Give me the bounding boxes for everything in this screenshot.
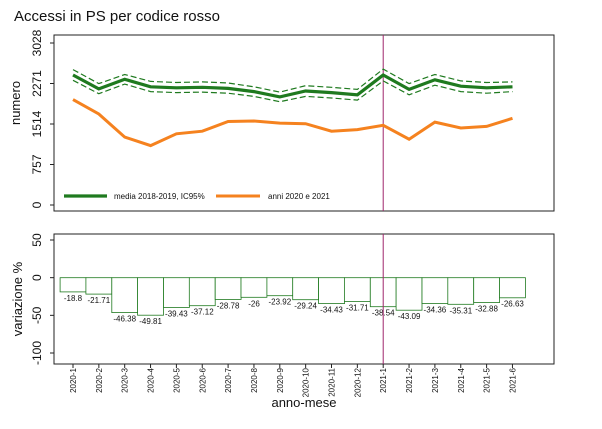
- bar: [318, 277, 345, 305]
- bar: [214, 277, 242, 300]
- bar-data-label: -49.81: [139, 317, 162, 326]
- x-tick-label: 2020-8: [250, 367, 259, 392]
- bar-data-label: -23.92: [268, 298, 291, 307]
- bar-data-label: -28.78: [217, 301, 240, 310]
- y-axis-label-bottom: variazione %: [10, 261, 25, 336]
- current-line: [72, 98, 513, 148]
- x-tick-label: 2020-6: [198, 367, 207, 392]
- y-tick-label-top: 3028: [30, 29, 44, 56]
- y-tick-label-bottom: -50: [30, 306, 44, 324]
- bar: [266, 277, 294, 297]
- x-tick-label: 2021-5: [483, 367, 492, 392]
- bar: [421, 277, 449, 305]
- x-tick-label: 2020-11: [328, 367, 337, 396]
- bar: [137, 277, 164, 316]
- bar-data-label: -34.36: [424, 306, 447, 315]
- bar: [292, 277, 320, 301]
- bar-data-label: -37.12: [191, 308, 214, 317]
- x-axis-label: anno-mese: [271, 395, 336, 410]
- bar: [240, 277, 268, 298]
- legend-label-current: anni 2020 e 2021: [268, 192, 330, 201]
- bar-data-label: -35.31: [449, 306, 472, 315]
- x-tick-label: 2021-6: [508, 367, 517, 392]
- bar-data-label: -26: [248, 299, 260, 308]
- mean-line: [72, 73, 513, 99]
- y-axis-label-top: numero: [8, 81, 23, 125]
- x-tick-label: 2020-10: [302, 367, 311, 397]
- bar: [343, 277, 371, 303]
- y-tick-label-top: 2271: [30, 70, 44, 97]
- y-tick-label-top: 0: [30, 201, 44, 208]
- bar: [59, 277, 87, 293]
- y-tick-label-bottom: 0: [30, 274, 44, 281]
- x-tick-label: 2020-9: [276, 367, 285, 392]
- bar: [163, 277, 190, 308]
- y-tick-label-bottom: 50: [30, 233, 44, 247]
- bar-data-label: -34.43: [320, 306, 343, 315]
- x-tick-label: 2020-2: [95, 367, 104, 392]
- ci-lower-line: [72, 79, 513, 103]
- bar: [473, 277, 501, 303]
- y-tick-label-top: 757: [30, 154, 44, 174]
- y-tick-label-bottom: -100: [30, 341, 44, 365]
- x-tick-label: 2020-3: [121, 367, 130, 392]
- bar-data-label: -46.38: [113, 315, 136, 324]
- bar-data-label: -18.8: [64, 294, 83, 303]
- bar-data-label: -31.71: [346, 304, 369, 313]
- x-tick-label: 2021-2: [405, 367, 414, 392]
- x-tick-label: 2021-3: [431, 367, 440, 392]
- x-tick-label: 2021-4: [457, 367, 466, 392]
- x-tick-label: 2020-12: [353, 367, 362, 397]
- x-tick-label: 2020-5: [172, 367, 181, 392]
- x-tick-label: 2020-7: [224, 367, 233, 392]
- plot-frame-top: [53, 34, 555, 212]
- bar: [447, 277, 475, 305]
- chart-title: Accessi in PS per codice rosso: [14, 8, 220, 25]
- bar-data-label: -26.63: [501, 300, 524, 309]
- bar-data-label: -21.71: [87, 296, 110, 305]
- panel-top: 0 757 1514 2271 3028 numero media 2018-2019, I…: [8, 29, 555, 212]
- bar: [111, 277, 139, 314]
- legend-label-mean: media 2018-2019, IC95%: [114, 192, 205, 201]
- bar-data-label: -32.88: [475, 304, 498, 313]
- plot-frame-bottom: [53, 233, 555, 365]
- bar: [499, 277, 526, 299]
- bar-data-label: -39.43: [165, 309, 188, 318]
- x-tick-label: 2020-4: [147, 367, 156, 392]
- bar: [85, 277, 113, 295]
- ci-upper-line: [72, 68, 513, 93]
- bar: [188, 277, 216, 307]
- y-tick-label-top: 1514: [30, 110, 44, 137]
- bar: [395, 277, 423, 311]
- bar-data-label: -43.09: [398, 312, 421, 321]
- bar-data-label: -29.24: [294, 302, 317, 311]
- x-tick-label: 2021-1: [379, 367, 388, 392]
- x-tick-label: 2020-1: [69, 367, 78, 392]
